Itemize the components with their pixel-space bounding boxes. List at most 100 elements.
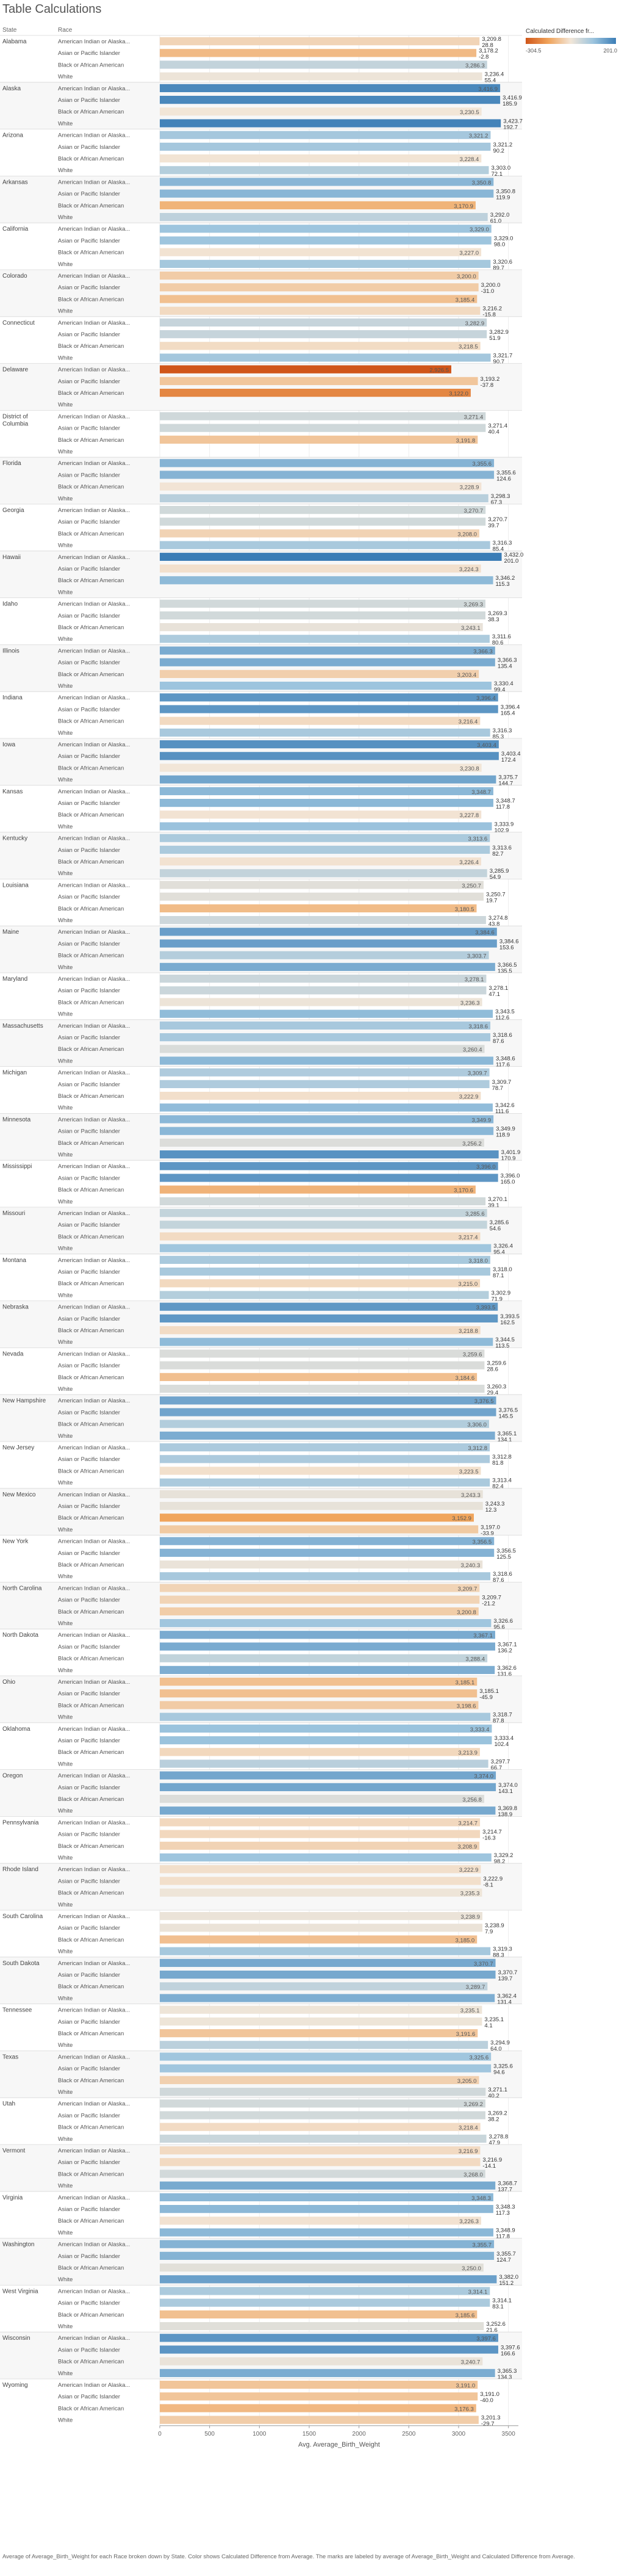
x-axis-tick-label: 500	[204, 2431, 215, 2437]
race-label: Asian or Pacific Islander	[58, 1363, 120, 1369]
race-label: Black or African American	[58, 484, 124, 491]
bar-diff-label: 111.6	[495, 1108, 509, 1115]
race-label: White	[58, 1105, 73, 1111]
x-axis-tick-label: 2500	[402, 2431, 416, 2437]
bar	[160, 845, 490, 854]
race-label: White	[58, 1011, 73, 1018]
bar-value-label: 3,256.2	[462, 1141, 482, 1147]
bar-value-label: 3,370.7	[498, 1969, 518, 1976]
race-label: Black or African American	[58, 2218, 124, 2224]
race-label: Asian or Pacific Islander	[58, 1972, 120, 1979]
bar	[160, 869, 487, 878]
x-axis-tick-label: 3000	[452, 2431, 466, 2437]
bar-value-label: 3,238.9	[460, 1914, 480, 1921]
bar-diff-label: 139.7	[498, 1975, 513, 1982]
race-label: White	[58, 402, 73, 408]
bar	[160, 1396, 496, 1405]
bar	[160, 834, 490, 842]
race-label: American Indian or Alaska...	[58, 976, 130, 983]
bar-value-label: 3,218.8	[459, 1328, 478, 1335]
bar-diff-label: 135.5	[498, 968, 512, 975]
bar	[160, 565, 481, 573]
bar	[160, 1806, 496, 1815]
bar-value-label: 3,396.0	[476, 1164, 496, 1171]
color-legend: Calculated Difference fr... -304.5 201.0	[526, 26, 617, 62]
bar-diff-label: 39.1	[488, 1202, 499, 1209]
bar-value-label: 3,250.7	[486, 892, 506, 898]
bar-diff-label: 117.8	[496, 2233, 510, 2240]
race-label: Asian or Pacific Islander	[58, 378, 120, 385]
race-label: Black or African American	[58, 2312, 124, 2318]
race-label: Black or African American	[58, 437, 124, 444]
bar	[160, 1935, 478, 1944]
bar	[160, 2240, 495, 2248]
bar-value-label: 3,270.7	[488, 516, 507, 523]
bar	[160, 84, 501, 92]
race-label: American Indian or Alaska...	[58, 1304, 130, 1311]
race-label: Asian or Pacific Islander	[58, 1643, 120, 1650]
bar-value-label: 3,311.6	[492, 633, 511, 640]
bar-value-label: 3,292.0	[490, 212, 510, 218]
bar-diff-label: 99.4	[494, 687, 506, 693]
race-label: White	[58, 167, 73, 174]
bar	[160, 166, 489, 175]
bar-diff-label: 78.7	[492, 1085, 504, 1092]
bar	[160, 1665, 495, 1674]
bar-value-label: 3,329.0	[494, 235, 513, 242]
race-label: American Indian or Alaska...	[58, 2288, 130, 2295]
bar	[160, 518, 486, 526]
race-label: White	[58, 1808, 73, 1814]
bar-value-label: 3,325.6	[469, 2054, 488, 2061]
bar	[160, 1009, 493, 1018]
page-title: Table Calculations	[2, 2, 102, 16]
bar	[160, 928, 497, 936]
race-label: White	[58, 543, 73, 549]
bar-value-label: 3,356.5	[496, 1548, 516, 1554]
bar	[160, 1759, 488, 1768]
bar-value-label: 3,329.2	[494, 1852, 513, 1859]
race-label: Black or African American	[58, 2265, 124, 2271]
bar	[160, 1291, 489, 1299]
bar-diff-label: 115.3	[496, 581, 510, 588]
bar-value-label: 3,226.3	[459, 2218, 479, 2225]
bar-diff-label: 145.5	[498, 1413, 513, 1420]
bar	[160, 1748, 480, 1756]
bar	[160, 2005, 482, 2014]
bar	[160, 1455, 490, 1463]
race-label: Asian or Pacific Islander	[58, 1878, 120, 1885]
bar-value-label: 3,326.6	[493, 1618, 513, 1625]
race-label: American Indian or Alaska...	[58, 1913, 130, 1920]
bar	[160, 1033, 491, 1042]
bar	[160, 576, 493, 585]
bar	[160, 1314, 498, 1322]
state-label: South Dakota	[2, 1960, 40, 1967]
bar-diff-label: -2.8	[479, 54, 488, 60]
race-label: White	[58, 589, 73, 596]
bar-diff-label: 172.4	[501, 757, 516, 763]
bar	[160, 2123, 481, 2131]
bar-value-label: 3,329.0	[470, 226, 489, 233]
race-label: White	[58, 1949, 73, 1955]
race-label: American Indian or Alaska...	[58, 601, 130, 608]
bar	[160, 998, 482, 1006]
race-label: American Indian or Alaska...	[58, 648, 130, 654]
bar-value-label: 3,343.5	[495, 1009, 515, 1016]
state-label: Iowa	[2, 741, 16, 748]
bar-value-label: 3,216.4	[459, 719, 478, 726]
race-label: Black or African American	[58, 1187, 124, 1194]
race-label: White	[58, 2183, 73, 2190]
state-label: California	[2, 226, 29, 233]
race-label: Asian or Pacific Islander	[58, 1034, 120, 1041]
bar-value-label: 3,240.3	[461, 1562, 481, 1569]
bar	[160, 471, 495, 479]
race-label: American Indian or Alaska...	[58, 1585, 130, 1592]
race-label: White	[58, 449, 73, 455]
bar-diff-label: 80.6	[492, 640, 504, 646]
bar-value-label: 3,348.7	[471, 789, 491, 796]
bar-diff-label: 83.1	[492, 2304, 504, 2311]
state-label: Ohio	[2, 1679, 16, 1686]
bar	[160, 1092, 481, 1100]
race-label: Black or African American	[58, 2171, 124, 2177]
state-label: Texas	[2, 2054, 18, 2060]
bar-value-label: 3,318.6	[493, 1571, 512, 1578]
